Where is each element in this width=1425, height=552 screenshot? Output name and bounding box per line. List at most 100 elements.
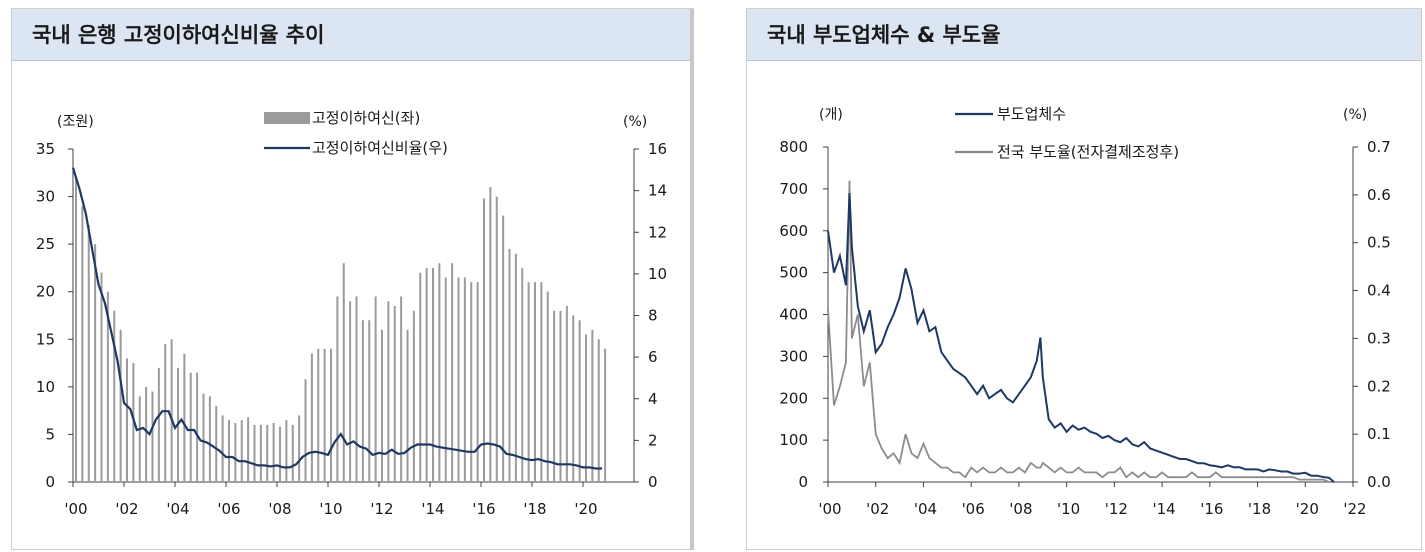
left-tick-label: 100 xyxy=(779,431,808,449)
npl-bar xyxy=(336,296,339,482)
npl-bar xyxy=(521,267,524,482)
left-tick-label: 5 xyxy=(45,425,55,443)
npl-bar xyxy=(514,253,517,482)
npl-bar xyxy=(157,367,160,482)
left-tick-label: 35 xyxy=(36,140,55,158)
npl-bar xyxy=(565,305,568,482)
npl-bar xyxy=(553,310,556,482)
left-tick-label: 200 xyxy=(779,389,808,407)
x-tick-label: '06 xyxy=(217,500,240,518)
npl-bar xyxy=(164,344,167,482)
npl-bar xyxy=(457,277,460,482)
right-tick-label: 0.3 xyxy=(1367,329,1391,347)
left-tick-label: 30 xyxy=(36,188,55,206)
npl-bar xyxy=(425,267,428,482)
left-unit-label: (조원) xyxy=(57,114,94,130)
npl-bar xyxy=(368,320,371,482)
right-tick-label: 14 xyxy=(648,182,667,200)
npl-bar xyxy=(259,424,262,482)
right-tick-label: 0.1 xyxy=(1367,425,1391,443)
npl-bar xyxy=(419,272,422,482)
legend-bar-swatch xyxy=(264,112,310,124)
x-tick-label: '04 xyxy=(914,500,937,518)
npl-bar xyxy=(298,415,301,482)
npl-bar xyxy=(234,423,237,482)
npl-bar xyxy=(196,372,199,482)
npl-bar xyxy=(489,187,492,483)
right-tick-label: 0.7 xyxy=(1367,138,1391,156)
x-tick-label: '18 xyxy=(523,500,546,518)
npl-bar xyxy=(145,386,148,482)
legend-count-label: 부도업체수 xyxy=(997,105,1066,123)
legend-rate-label: 전국 부도율(전자결제조정후) xyxy=(997,143,1179,161)
x-tick-label: '10 xyxy=(1057,500,1080,518)
right-tick-label: 16 xyxy=(648,140,667,158)
npl-bar xyxy=(228,420,230,482)
npl-bar xyxy=(585,334,587,482)
left-tick-label: 0 xyxy=(798,473,808,491)
default-chart: 0 100 200 300 400 500 600 700 800 0.0 0.1 0.2 0.3 0.4… xyxy=(779,105,1391,518)
npl-bar xyxy=(183,353,186,482)
npl-bar xyxy=(393,305,396,482)
x-tick-label: '12 xyxy=(1105,500,1128,518)
npl-bar xyxy=(597,339,600,482)
x-tick-label: '20 xyxy=(1296,500,1319,518)
default-title: 국내 부도업체수 & 부도율 xyxy=(747,9,1421,61)
npl-chart: 0 5 10 15 20 25 30 35 0 2 4 6 8 10 12 14 16 '00 '02 '04 '06 '… xyxy=(36,109,667,518)
npl-bar xyxy=(559,310,562,482)
npl-ratio-line xyxy=(71,167,603,470)
npl-panel: 국내 은행 고정이하여신비율 추이 0 5 10 15 20 25 30 35 0 2 4 6 8 10 1… xyxy=(11,8,694,550)
npl-bar xyxy=(247,417,250,482)
npl-bar xyxy=(253,424,256,482)
npl-bar xyxy=(412,310,415,482)
x-tick-label: '16 xyxy=(472,500,495,518)
legend-line-label: 고정이하여신비율(우) xyxy=(312,139,448,157)
right-tick-label: 6 xyxy=(648,348,658,366)
x-tick-label: '08 xyxy=(1009,500,1032,518)
npl-bar xyxy=(349,301,352,482)
npl-bar xyxy=(540,282,543,482)
npl-bar xyxy=(113,310,116,482)
npl-bar xyxy=(387,301,390,482)
npl-bar xyxy=(304,379,307,482)
x-tick-label: '02 xyxy=(115,500,138,518)
npl-bar xyxy=(202,393,205,482)
x-tick-label: '12 xyxy=(370,500,393,518)
npl-bar xyxy=(285,420,288,482)
left-tick-label: 20 xyxy=(36,283,55,301)
npl-bar xyxy=(81,206,84,483)
npl-bar xyxy=(470,282,473,482)
npl-bar xyxy=(317,348,320,482)
right-tick-label: 10 xyxy=(648,265,667,283)
x-tick-label: '04 xyxy=(166,500,189,518)
npl-bar xyxy=(381,329,383,482)
x-tick-label: '00 xyxy=(64,500,87,518)
npl-bar xyxy=(400,296,403,482)
npl-bar xyxy=(75,177,77,482)
x-tick-label: '06 xyxy=(962,500,985,518)
npl-bar xyxy=(94,244,97,482)
npl-bar xyxy=(221,415,224,482)
npl-bar xyxy=(578,320,581,482)
npl-bar xyxy=(126,358,128,482)
right-tick-label: 2 xyxy=(648,431,658,449)
x-tick-label: '08 xyxy=(268,500,291,518)
right-tick-label: 12 xyxy=(648,223,667,241)
x-tick-label: '14 xyxy=(1152,500,1175,518)
x-tick-label: '00 xyxy=(818,500,841,518)
npl-bar xyxy=(87,225,90,482)
right-unit-label: (%) xyxy=(623,114,647,130)
npl-bar xyxy=(361,320,364,482)
npl-bar xyxy=(527,282,530,482)
npl-bar xyxy=(208,396,211,482)
x-tick-label: '14 xyxy=(421,500,444,518)
npl-bar xyxy=(406,329,409,482)
right-tick-label: 0 xyxy=(648,473,658,491)
left-tick-label: 10 xyxy=(36,378,55,396)
npl-title: 국내 은행 고정이하여신비율 추이 xyxy=(12,9,690,61)
left-tick-label: 500 xyxy=(779,264,808,282)
npl-bar xyxy=(355,296,358,482)
right-unit-label: (%) xyxy=(1343,107,1367,123)
left-tick-label: 700 xyxy=(779,180,808,198)
left-tick-label: 15 xyxy=(36,330,55,348)
